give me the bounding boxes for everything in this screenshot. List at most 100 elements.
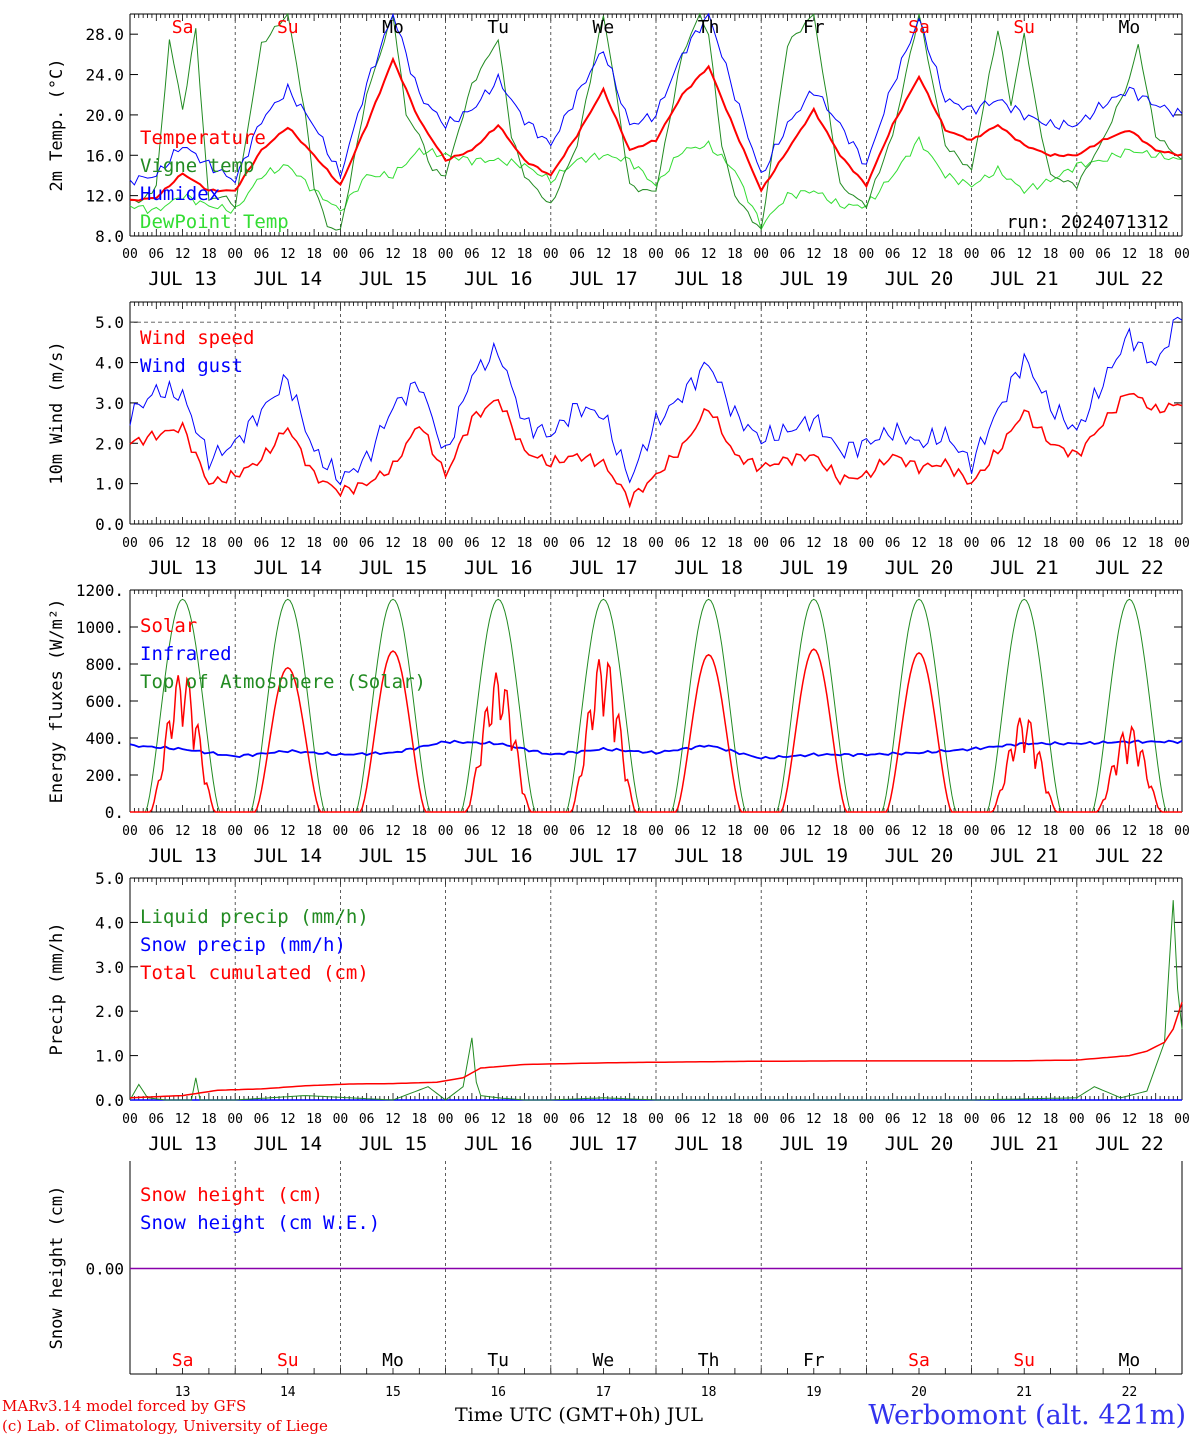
legend-entry: Top of Atmosphere (Solar): [140, 671, 426, 693]
hour-tick-label: 00: [859, 1112, 875, 1127]
y-axis-title: 2m Temp. (°C): [47, 58, 67, 191]
hour-tick-label: 06: [148, 1112, 164, 1127]
day-label: JUL 21: [990, 1133, 1059, 1155]
hour-tick-label: 00: [753, 247, 769, 262]
model-credit: MARv3.14 model forced by GFS: [2, 1397, 247, 1415]
hour-tick-label: 06: [359, 247, 375, 262]
hour-tick-label: 06: [359, 1112, 375, 1127]
hour-tick-label: 00: [543, 536, 559, 551]
hour-tick-label: 12: [280, 536, 296, 551]
day-label: JUL 14: [253, 268, 322, 290]
y-tick-label: 1200.: [76, 581, 124, 600]
hour-tick-label: 18: [1148, 247, 1164, 262]
hour-tick-label: 12: [175, 247, 191, 262]
hour-tick-label: 18: [517, 1112, 533, 1127]
legend-entry: Liquid precip (mm/h): [140, 906, 369, 928]
y-tick-label: 3.0: [95, 958, 124, 977]
weekday-label: Sa: [908, 17, 930, 38]
day-label: JUL 17: [569, 845, 638, 867]
hour-tick-label: 06: [990, 824, 1006, 839]
y-axis-title: 10m Wind (m/s): [47, 341, 67, 484]
y-tick-label: 2.0: [95, 434, 124, 453]
legend-entry: Snow height (cm W.E.): [140, 1212, 380, 1234]
y-tick-label: 2.0: [95, 1002, 124, 1021]
y-tick-label: 4.0: [95, 913, 124, 932]
day-label: JUL 19: [779, 845, 848, 867]
weekday-label: Th: [698, 1350, 720, 1371]
hour-tick-label: 00: [964, 247, 980, 262]
hour-tick-label: 06: [780, 824, 796, 839]
day-label: JUL 14: [253, 1133, 322, 1155]
legend-entry: Wind gust: [140, 355, 243, 377]
hour-tick-label: 12: [596, 824, 612, 839]
hour-tick-label: 18: [832, 247, 848, 262]
hour-tick-label: 12: [175, 1112, 191, 1127]
hour-tick-label: 06: [1095, 1112, 1111, 1127]
hour-tick-label: 12: [701, 536, 717, 551]
hour-tick-label: 18: [832, 1112, 848, 1127]
weekday-label: Su: [277, 17, 299, 38]
weekday-label: Mo: [1119, 1350, 1141, 1371]
panel-3: 0. 200. 400. 600. 800. 1000. 1200. Energy fluxe…: [47, 581, 1190, 867]
hour-tick-label: 12: [385, 247, 401, 262]
hour-tick-label: 00: [227, 536, 243, 551]
day-label: JUL 14: [253, 557, 322, 579]
hour-tick-label: 12: [1122, 1112, 1138, 1127]
hour-tick-label: 18: [727, 824, 743, 839]
hour-tick-label: 12: [806, 824, 822, 839]
y-tick-label: 5.0: [95, 313, 124, 332]
hour-tick-label: 12: [280, 824, 296, 839]
hour-tick-label: 06: [885, 536, 901, 551]
hour-tick-label: 06: [885, 1112, 901, 1127]
hour-tick-label: 12: [385, 536, 401, 551]
hour-tick-label: 12: [490, 536, 506, 551]
hour-tick-label: 00: [438, 1112, 454, 1127]
hour-tick-label: 18: [306, 1112, 322, 1127]
dewpoint-line: [129, 136, 1183, 231]
hour-tick-label: 00: [438, 824, 454, 839]
y-tick-label: 4.0: [95, 354, 124, 373]
hour-tick-label: 00: [1174, 1112, 1190, 1127]
temperature-line: [129, 56, 1183, 202]
total-cumulated-line: [129, 1002, 1183, 1099]
hour-tick-label: 12: [596, 247, 612, 262]
hour-tick-label: 06: [254, 247, 270, 262]
hour-tick-label: 06: [464, 247, 480, 262]
hour-tick-label: 06: [464, 536, 480, 551]
hour-tick-label: 18: [937, 824, 953, 839]
y-tick-label: 800.: [85, 655, 124, 674]
hour-tick-label: 06: [1095, 824, 1111, 839]
hour-tick-label: 18: [517, 536, 533, 551]
hour-tick-label: 18: [727, 1112, 743, 1127]
hour-tick-label: 00: [122, 536, 138, 551]
hour-tick-label: 18: [411, 1112, 427, 1127]
day-label: JUL 21: [990, 845, 1059, 867]
hour-tick-label: 18: [727, 247, 743, 262]
weekday-label: Sa: [172, 1350, 194, 1371]
weekday-label: Su: [1013, 17, 1035, 38]
hour-tick-label: 00: [543, 247, 559, 262]
hour-tick-label: 12: [1122, 536, 1138, 551]
hour-tick-label: 12: [1122, 247, 1138, 262]
day-label: JUL 19: [779, 1133, 848, 1155]
hour-tick-label: 12: [911, 247, 927, 262]
legend-entry: Humidex: [140, 183, 220, 205]
day-label: JUL 21: [990, 557, 1059, 579]
hour-tick-label: 18: [306, 536, 322, 551]
hour-tick-label: 06: [780, 536, 796, 551]
day-label: JUL 17: [569, 557, 638, 579]
hour-tick-label: 00: [648, 247, 664, 262]
legend-entry: Infrared: [140, 643, 232, 665]
day-number: 13: [175, 1385, 191, 1400]
x-axis-title: Time UTC (GMT+0h) JUL: [455, 1404, 703, 1426]
y-tick-label: 200.: [85, 766, 124, 785]
hour-tick-label: 00: [333, 536, 349, 551]
hour-tick-label: 18: [622, 1112, 638, 1127]
hour-tick-label: 12: [490, 824, 506, 839]
hour-tick-label: 06: [569, 536, 585, 551]
weekday-label: Tu: [487, 17, 509, 38]
y-axis-title: Precip (mm/h): [47, 922, 67, 1055]
hour-tick-label: 18: [832, 824, 848, 839]
hour-tick-label: 06: [254, 1112, 270, 1127]
vigne-temp-line: [129, 12, 1183, 231]
